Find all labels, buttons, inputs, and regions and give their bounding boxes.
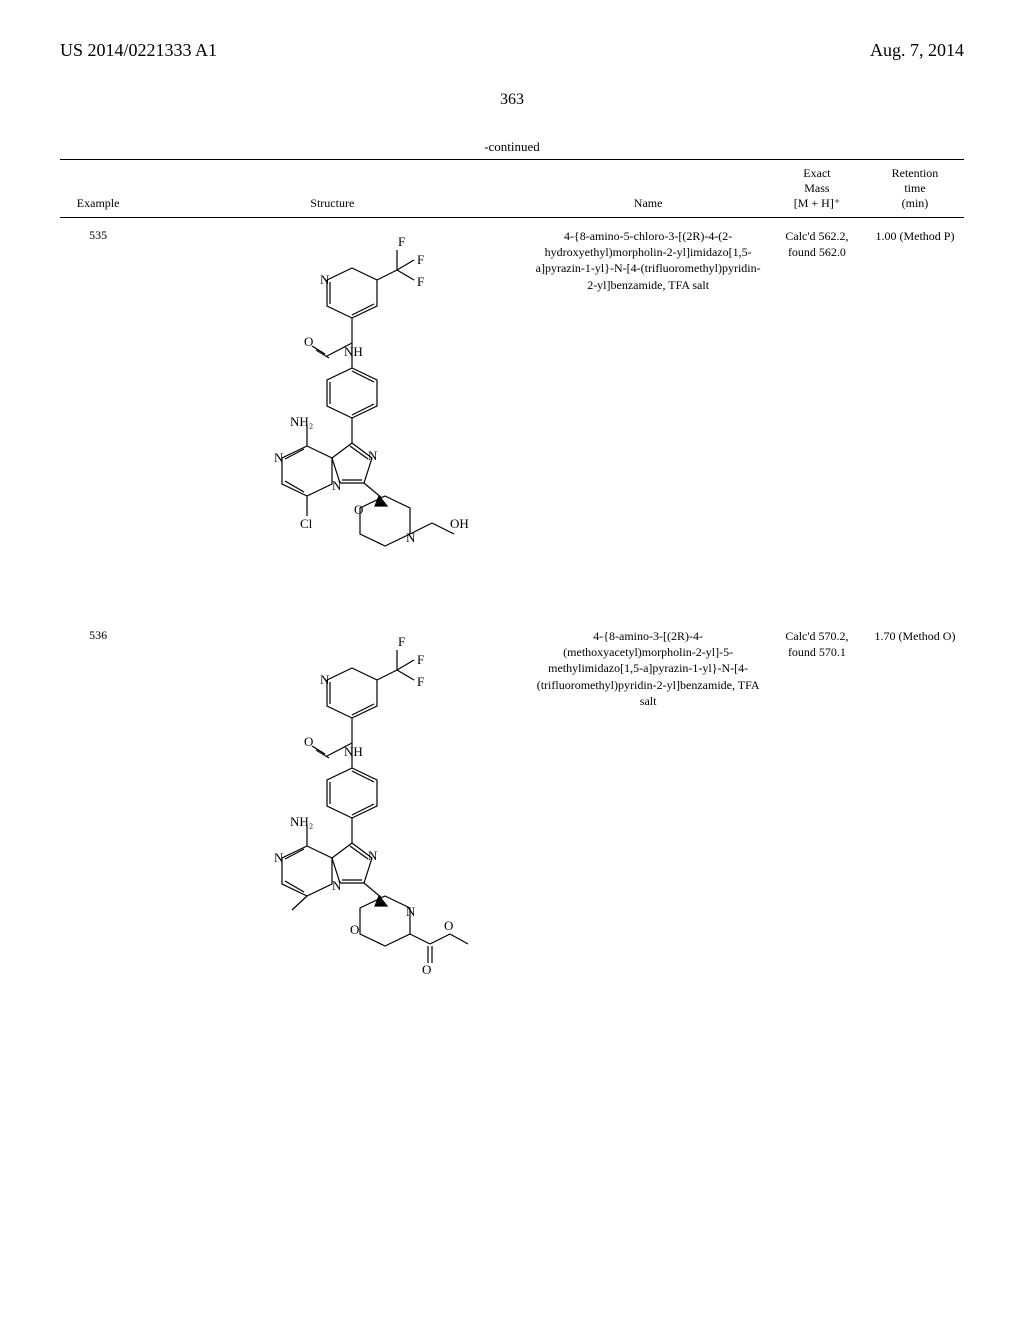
atom-label: O bbox=[304, 334, 313, 349]
atom-label: N bbox=[368, 448, 378, 463]
atom-label: F bbox=[417, 274, 424, 289]
atom-label: O bbox=[444, 918, 453, 933]
atom-label: O bbox=[350, 922, 359, 937]
mass-header-l2: Mass bbox=[804, 181, 829, 195]
rt-header-l3: (min) bbox=[902, 196, 929, 210]
atom-label: F bbox=[398, 634, 405, 649]
atom-label: O bbox=[354, 502, 363, 517]
atom-label: F bbox=[417, 652, 424, 667]
atom-label: NH bbox=[344, 744, 363, 759]
table-row: 535 bbox=[60, 218, 964, 618]
atom-label: F bbox=[398, 234, 405, 249]
page-header: US 2014/0221333 A1 Aug. 7, 2014 bbox=[60, 40, 964, 61]
col-header-structure: Structure bbox=[136, 160, 528, 217]
cell-mass: Calc'd 570.2, found 570.1 bbox=[768, 618, 866, 1038]
atom-label: NH bbox=[344, 344, 363, 359]
cell-name: 4-{8-amino-3-[(2R)-4-(methoxyacetyl)morp… bbox=[528, 618, 768, 1038]
continued-label: -continued bbox=[60, 139, 964, 155]
table-row: 536 bbox=[60, 618, 964, 1038]
atom-label: O bbox=[422, 962, 431, 977]
mass-header-l3: [M + H]⁺ bbox=[794, 196, 840, 210]
rt-header-l1: Retention bbox=[892, 166, 939, 180]
structure-536: F F F N O NH NH₂ N N N O N O O bbox=[192, 628, 472, 1028]
cell-rt: 1.70 (Method O) bbox=[866, 618, 964, 1038]
rt-header-l2: time bbox=[904, 181, 925, 195]
atom-label: NH₂ bbox=[290, 814, 313, 829]
atom-label: N bbox=[320, 272, 330, 287]
atom-label: F bbox=[417, 674, 424, 689]
col-header-example: Example bbox=[60, 160, 136, 217]
cell-rt: 1.00 (Method P) bbox=[866, 218, 964, 618]
cell-example: 535 bbox=[60, 218, 136, 618]
page-number: 363 bbox=[60, 91, 964, 109]
atom-label: N bbox=[332, 478, 342, 493]
atom-label: OH bbox=[450, 516, 469, 531]
table-header-row: Example Structure Name Exact Mass [M + H… bbox=[60, 160, 964, 217]
cell-structure: F F F N O NH NH₂ N N N O N O O bbox=[136, 618, 528, 1038]
atom-label: N bbox=[320, 672, 330, 687]
cell-structure: F F F N O NH NH₂ N N N Cl O N OH bbox=[136, 218, 528, 618]
publication-date: Aug. 7, 2014 bbox=[870, 40, 964, 61]
structure-535: F F F N O NH NH₂ N N N Cl O N OH bbox=[192, 228, 472, 608]
compound-table: Example Structure Name Exact Mass [M + H… bbox=[60, 160, 964, 1038]
atom-label: N bbox=[274, 450, 284, 465]
cell-name: 4-{8-amino-5-chloro-3-[(2R)-4-(2-hydroxy… bbox=[528, 218, 768, 618]
cell-mass: Calc'd 562.2, found 562.0 bbox=[768, 218, 866, 618]
col-header-name: Name bbox=[528, 160, 768, 217]
col-header-mass: Exact Mass [M + H]⁺ bbox=[768, 160, 866, 217]
publication-number: US 2014/0221333 A1 bbox=[60, 40, 217, 61]
col-header-rt: Retention time (min) bbox=[866, 160, 964, 217]
atom-label: F bbox=[417, 252, 424, 267]
atom-label: N bbox=[406, 904, 416, 919]
atom-label: N bbox=[406, 530, 416, 545]
cell-example: 536 bbox=[60, 618, 136, 1038]
atom-label: N bbox=[332, 878, 342, 893]
atom-label: NH₂ bbox=[290, 414, 313, 429]
atom-label: N bbox=[274, 850, 284, 865]
atom-label: N bbox=[368, 848, 378, 863]
atom-label: Cl bbox=[300, 516, 313, 531]
mass-header-l1: Exact bbox=[803, 166, 830, 180]
atom-label: O bbox=[304, 734, 313, 749]
